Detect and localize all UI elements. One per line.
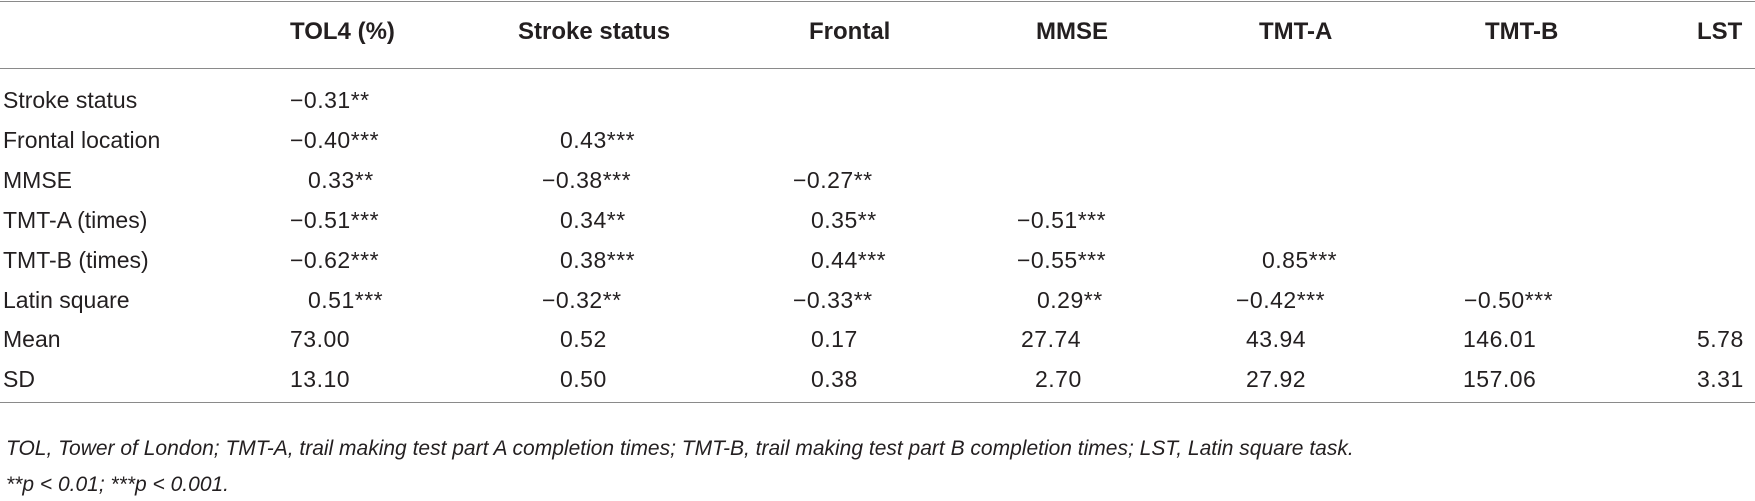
- table-cell: 27.92: [1246, 366, 1307, 392]
- row-label-stroke-status: Stroke status: [3, 87, 138, 113]
- table-cell: 0.34**: [560, 207, 626, 233]
- col-header-stroke-status: Stroke status: [518, 18, 671, 45]
- table-cell: −0.42***: [1236, 287, 1326, 313]
- table-cell: 0.33**: [308, 167, 374, 193]
- table-cell: −0.27**: [793, 167, 873, 193]
- table-cell: 0.52: [560, 326, 607, 352]
- table-cell: 0.43***: [560, 127, 636, 153]
- table-cell: −0.38***: [542, 167, 632, 193]
- table-cell: 13.10: [290, 366, 351, 392]
- table-bottom-rule: [0, 402, 1755, 403]
- table-cell: 0.38: [811, 366, 858, 392]
- row-label-sd: SD: [3, 366, 35, 392]
- row-label-mmse: MMSE: [3, 167, 72, 193]
- table-cell: 0.85***: [1262, 247, 1338, 273]
- table-footnote-significance: **p < 0.01; ***p < 0.001.: [6, 473, 230, 496]
- col-header-tmt-a: TMT-A: [1259, 18, 1333, 45]
- col-header-tol4: TOL4 (%): [290, 18, 395, 45]
- col-header-frontal: Frontal: [809, 18, 891, 45]
- table-cell: 43.94: [1246, 326, 1307, 352]
- table-cell: 0.38***: [560, 247, 636, 273]
- row-label-tmt-a: TMT-A (times): [3, 207, 148, 233]
- table-cell: 0.44***: [811, 247, 887, 273]
- table-cell: 0.17: [811, 326, 858, 352]
- table-cell: 2.70: [1035, 366, 1082, 392]
- table-cell: 146.01: [1463, 326, 1537, 352]
- table-cell: −0.55***: [1017, 247, 1107, 273]
- table-cell: 157.06: [1463, 366, 1537, 392]
- table-cell: −0.32**: [542, 287, 622, 313]
- table-cell: 3.31: [1697, 366, 1744, 392]
- table-cell: −0.33**: [793, 287, 873, 313]
- table-cell: 27.74: [1021, 326, 1082, 352]
- col-header-lst: LST: [1697, 18, 1743, 45]
- table-cell: −0.40***: [290, 127, 380, 153]
- row-label-latin-square: Latin square: [3, 287, 130, 313]
- table-header-rule: [0, 68, 1755, 69]
- table-cell: −0.51***: [290, 207, 380, 233]
- table-cell: −0.50***: [1464, 287, 1554, 313]
- col-header-mmse: MMSE: [1036, 18, 1108, 45]
- table-cell: −0.31**: [290, 87, 370, 113]
- table-cell: 0.51***: [308, 287, 384, 313]
- table-cell: 0.35**: [811, 207, 877, 233]
- table-cell: 5.78: [1697, 326, 1744, 352]
- table-top-rule: [0, 1, 1755, 2]
- table-cell: −0.62***: [290, 247, 380, 273]
- table-cell: 0.29**: [1037, 287, 1103, 313]
- row-label-frontal-location: Frontal location: [3, 127, 161, 153]
- table-footnote-abbreviations: TOL, Tower of London; TMT-A, trail makin…: [6, 437, 1354, 460]
- row-label-tmt-b: TMT-B (times): [3, 247, 149, 273]
- row-label-mean: Mean: [3, 326, 61, 352]
- table-cell: 73.00: [290, 326, 351, 352]
- table-cell: −0.51***: [1017, 207, 1107, 233]
- col-header-tmt-b: TMT-B: [1485, 18, 1559, 45]
- table-cell: 0.50: [560, 366, 607, 392]
